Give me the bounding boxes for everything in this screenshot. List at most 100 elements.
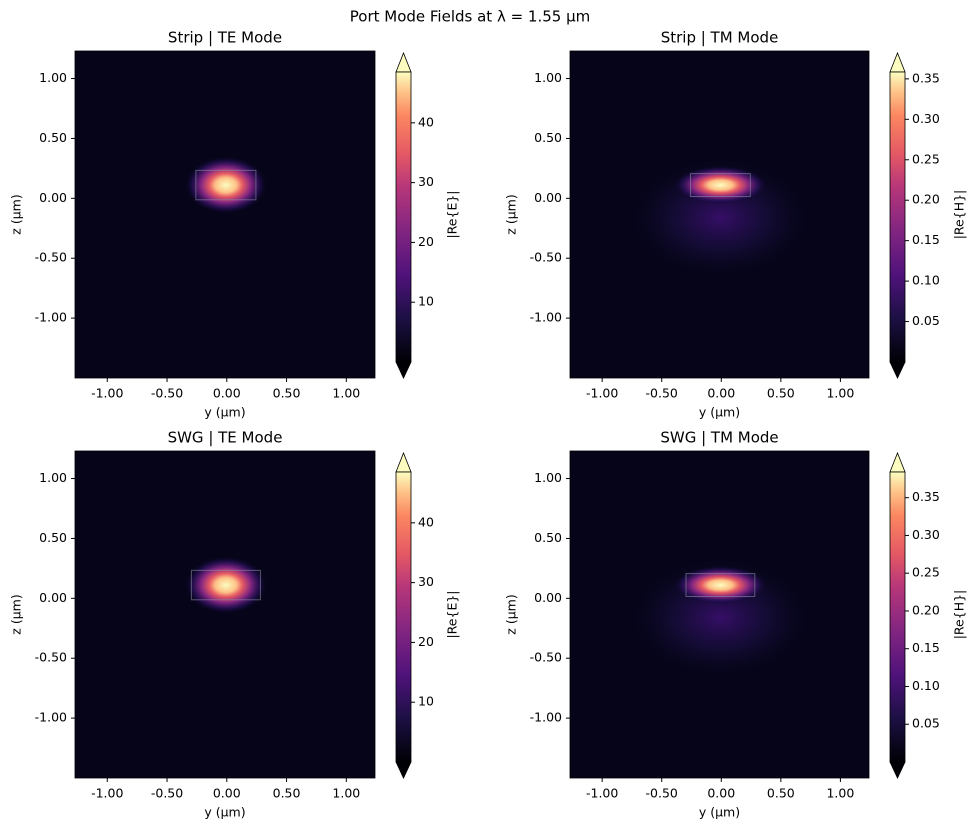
colorbar-extend-top [889, 51, 906, 73]
colorbar-extend-top [395, 51, 412, 73]
x-tick-label: 1.00 [826, 786, 854, 801]
colorbar-tick-label: 20 [418, 634, 434, 649]
y-tick-label: 1.00 [39, 470, 67, 485]
waveguide-outline [190, 569, 261, 601]
colorbar-label: |Re{E}| [445, 590, 460, 638]
field-background [75, 51, 375, 378]
colorbar-tick-label: 0.10 [912, 678, 940, 693]
axes-title: Strip | TE Mode [168, 29, 282, 47]
y-tick-label: 0.00 [39, 190, 67, 205]
axes-title: SWG | TM Mode [660, 429, 778, 447]
x-tick-label: 0.00 [707, 786, 735, 801]
x-tick-label: -1.00 [586, 786, 618, 801]
colorbar-tick-label: 0.25 [912, 565, 940, 580]
y-tick-label: -1.00 [530, 710, 562, 725]
colorbar-tick-label: 0.30 [912, 527, 940, 542]
colorbar-extend-top [395, 451, 412, 473]
x-tick-label: 0.50 [767, 386, 795, 401]
x-tick-label: -0.50 [151, 786, 183, 801]
x-tick-label: 0.50 [273, 786, 301, 801]
colorbar [889, 471, 906, 763]
colorbar-tick-label: 0.05 [912, 716, 940, 731]
y-tick-label: -0.50 [35, 650, 67, 665]
axes-frame [74, 450, 376, 779]
colorbar-tick-label: 0.30 [912, 111, 940, 126]
x-tick-label: -0.50 [151, 386, 183, 401]
y-tick-label: 0.00 [534, 590, 562, 605]
field-glow [621, 152, 820, 284]
x-axis-label: y (µm) [204, 805, 245, 820]
colorbar-tick-label: 40 [418, 514, 434, 529]
colorbar-tick-label: 0.10 [912, 273, 940, 288]
y-tick-label: 1.00 [39, 70, 67, 85]
colorbar-tick-label: 10 [418, 694, 434, 709]
axes-frame [569, 50, 870, 379]
y-tick-label: 0.50 [39, 530, 67, 545]
x-tick-label: -1.00 [91, 386, 123, 401]
axes-frame [569, 450, 870, 779]
colorbar-label: |Re{E}| [445, 190, 460, 238]
field-background [75, 451, 375, 778]
x-tick-label: -1.00 [91, 786, 123, 801]
y-tick-label: 0.00 [534, 190, 562, 205]
x-tick-label: -1.00 [586, 386, 618, 401]
field-glow [672, 565, 769, 605]
colorbar [395, 471, 412, 763]
x-tick-label: 0.00 [707, 386, 735, 401]
x-tick-label: 0.50 [273, 386, 301, 401]
waveguide-outline [689, 173, 751, 198]
y-tick-label: 1.00 [534, 470, 562, 485]
x-tick-label: 1.00 [332, 786, 360, 801]
y-axis-label: z (µm) [504, 594, 519, 634]
colorbar-tick-label: 30 [418, 574, 434, 589]
colorbar-extend-bottom [395, 761, 412, 779]
colorbar-extend-bottom [889, 361, 906, 379]
colorbar-tick-label: 30 [418, 174, 434, 189]
x-tick-label: 0.00 [213, 386, 241, 401]
colorbar-extend-bottom [395, 361, 412, 379]
colorbar-tick-label: 40 [418, 114, 434, 129]
y-axis-label: z (µm) [9, 594, 24, 634]
x-tick-label: 1.00 [826, 386, 854, 401]
colorbar-tick-label: 0.20 [912, 192, 940, 207]
y-tick-label: -1.00 [35, 710, 67, 725]
colorbar-tick-label: 0.35 [912, 489, 940, 504]
colorbar-tick-label: 20 [418, 234, 434, 249]
axes-title: SWG | TE Mode [168, 429, 283, 447]
colorbar-extend-bottom [889, 761, 906, 779]
y-tick-label: -1.00 [35, 310, 67, 325]
x-tick-label: 1.00 [332, 386, 360, 401]
x-tick-label: -0.50 [646, 386, 678, 401]
colorbar [889, 71, 906, 363]
figure-title: Port Mode Fields at λ = 1.55 µm [350, 8, 591, 26]
y-tick-label: -0.50 [530, 650, 562, 665]
y-tick-label: 0.50 [39, 130, 67, 145]
y-tick-label: 0.50 [534, 530, 562, 545]
y-tick-label: -0.50 [35, 250, 67, 265]
colorbar-tick-label: 0.15 [912, 232, 940, 247]
y-tick-label: -0.50 [530, 250, 562, 265]
colorbar-tick-label: 10 [418, 294, 434, 309]
y-axis-label: z (µm) [9, 194, 24, 234]
y-tick-label: 0.00 [39, 590, 67, 605]
axes-title: Strip | TM Mode [661, 29, 779, 47]
x-axis-label: y (µm) [699, 805, 740, 820]
colorbar-tick-label: 0.05 [912, 313, 940, 328]
field-glow [672, 165, 769, 205]
x-tick-label: 0.00 [213, 786, 241, 801]
x-tick-label: 0.50 [767, 786, 795, 801]
waveguide-outline [685, 573, 756, 598]
colorbar-label: |Re{H}| [952, 190, 967, 240]
field-glow [183, 555, 268, 615]
y-tick-label: 1.00 [534, 70, 562, 85]
y-axis-label: z (µm) [504, 194, 519, 234]
colorbar-tick-label: 0.25 [912, 151, 940, 166]
field-glow [183, 155, 268, 215]
x-axis-label: y (µm) [699, 405, 740, 420]
axes-frame [74, 50, 376, 379]
colorbar-tick-label: 0.15 [912, 640, 940, 655]
colorbar [395, 71, 412, 363]
waveguide-outline [195, 169, 257, 201]
field-glow [621, 552, 820, 684]
